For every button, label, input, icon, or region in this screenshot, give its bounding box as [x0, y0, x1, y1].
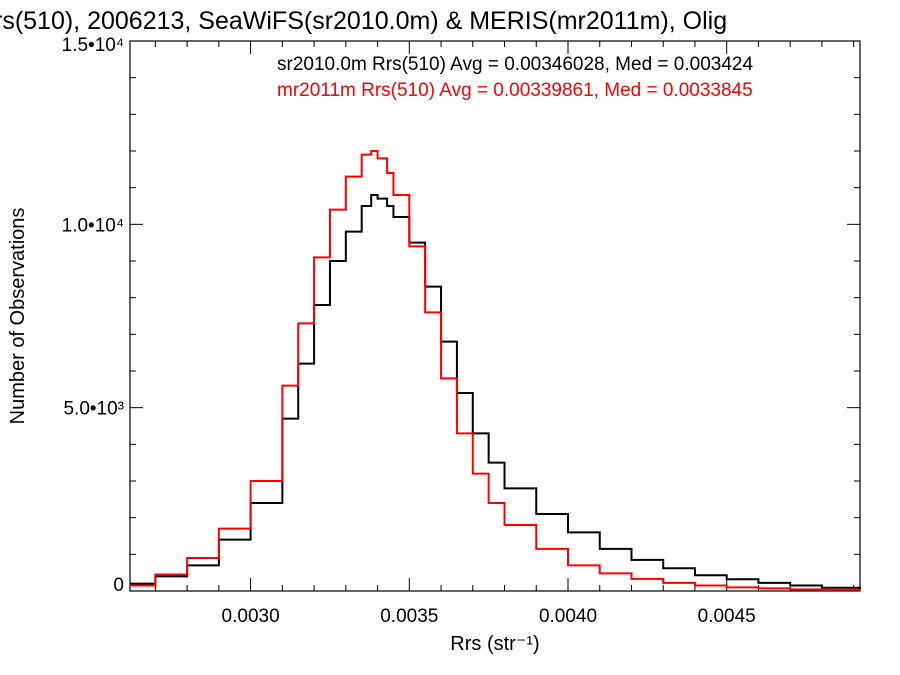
y-axis-label: Number of Observations: [7, 208, 29, 425]
series-lines: [130, 150, 861, 591]
x-axis-ticks: 0.0030 0.0035 0.0040 0.0045: [154, 41, 855, 627]
series-line-mr2011m: [130, 150, 861, 591]
plot-frame: [129, 40, 861, 592]
chart-title: rs(510), 2006213, SeaWiFS(sr2010.0m) & M…: [0, 7, 727, 35]
y-tick-label: 5.0•10³: [63, 399, 124, 420]
x-axis-label: Rrs (str⁻¹): [450, 633, 539, 655]
y-tick-label: 1.5•10⁴: [62, 35, 124, 56]
x-tick-label: 0.0035: [380, 606, 438, 627]
legend-entry-sr2010: sr2010.0m Rrs(510) Avg = 0.00346028, Med…: [277, 54, 753, 75]
x-tick-label: 0.0030: [222, 606, 280, 627]
legend-entry-mr2011: mr2011m Rrs(510) Avg = 0.00339861, Med =…: [277, 80, 753, 101]
y-tick-label: 1.0•10⁴: [62, 215, 124, 236]
y-tick-label: 0: [113, 575, 124, 596]
x-tick-label: 0.0040: [539, 606, 597, 627]
y-axis-ticks: 0 5.0•10³ 1.0•10⁴ 1.5•10⁴: [62, 35, 860, 596]
x-tick-label: 0.0045: [698, 606, 756, 627]
